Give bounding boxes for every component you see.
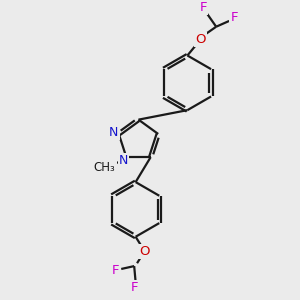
Text: F: F [130, 281, 138, 294]
Text: O: O [139, 244, 149, 258]
Text: F: F [231, 11, 238, 24]
Text: N: N [119, 154, 128, 167]
Text: F: F [200, 1, 207, 14]
Text: CH₃: CH₃ [94, 161, 116, 174]
Text: F: F [112, 264, 119, 277]
Text: N: N [109, 126, 119, 139]
Text: O: O [195, 33, 206, 46]
